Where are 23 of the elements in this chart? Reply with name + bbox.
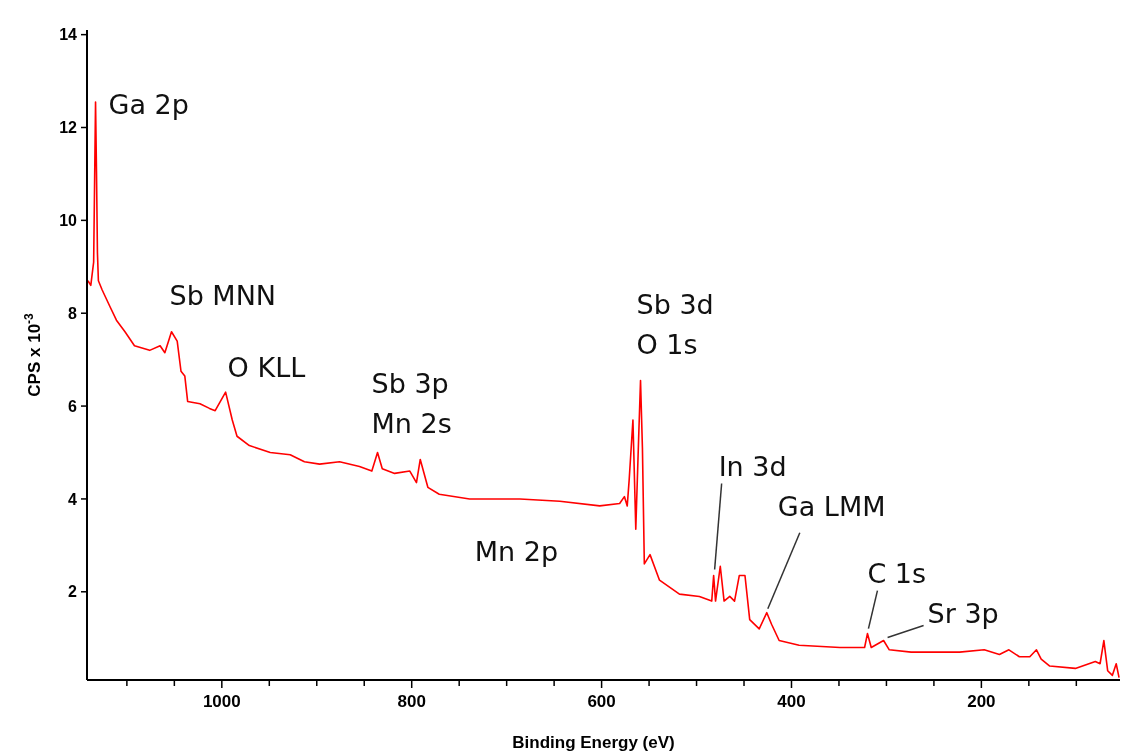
annotation: Sr 3p bbox=[927, 597, 999, 629]
y-tick-label: 12 bbox=[59, 119, 78, 137]
annotation: C 1s bbox=[867, 557, 927, 589]
annotation: O KLL bbox=[227, 352, 306, 384]
annotation: Sb 3p Mn 2s bbox=[371, 367, 452, 439]
y-tick-label: 10 bbox=[59, 211, 78, 229]
x-tick-label: 200 bbox=[967, 692, 996, 711]
y-tick-label: 14 bbox=[59, 26, 78, 44]
y-tick-label: 6 bbox=[68, 397, 78, 415]
annotation: Mn 2p bbox=[474, 536, 559, 568]
x-tick-label: 400 bbox=[777, 692, 806, 711]
annotation: Sb MNN bbox=[169, 279, 277, 311]
y-tick-label: 2 bbox=[68, 583, 78, 601]
annotation: Sb 3d O 1s bbox=[636, 288, 714, 360]
x-tick-label: 800 bbox=[397, 692, 426, 711]
x-tick-label: 1000 bbox=[202, 692, 241, 711]
annotation: Ga LMM bbox=[777, 490, 886, 522]
y-tick-label: 8 bbox=[68, 304, 78, 322]
annotation: In 3d bbox=[718, 450, 787, 482]
x-tick-label: 600 bbox=[587, 692, 616, 711]
y-tick-label: 4 bbox=[68, 490, 78, 508]
annotation: Ga 2p bbox=[108, 88, 189, 120]
x-axis-title: Binding Energy (eV) bbox=[512, 733, 675, 751]
